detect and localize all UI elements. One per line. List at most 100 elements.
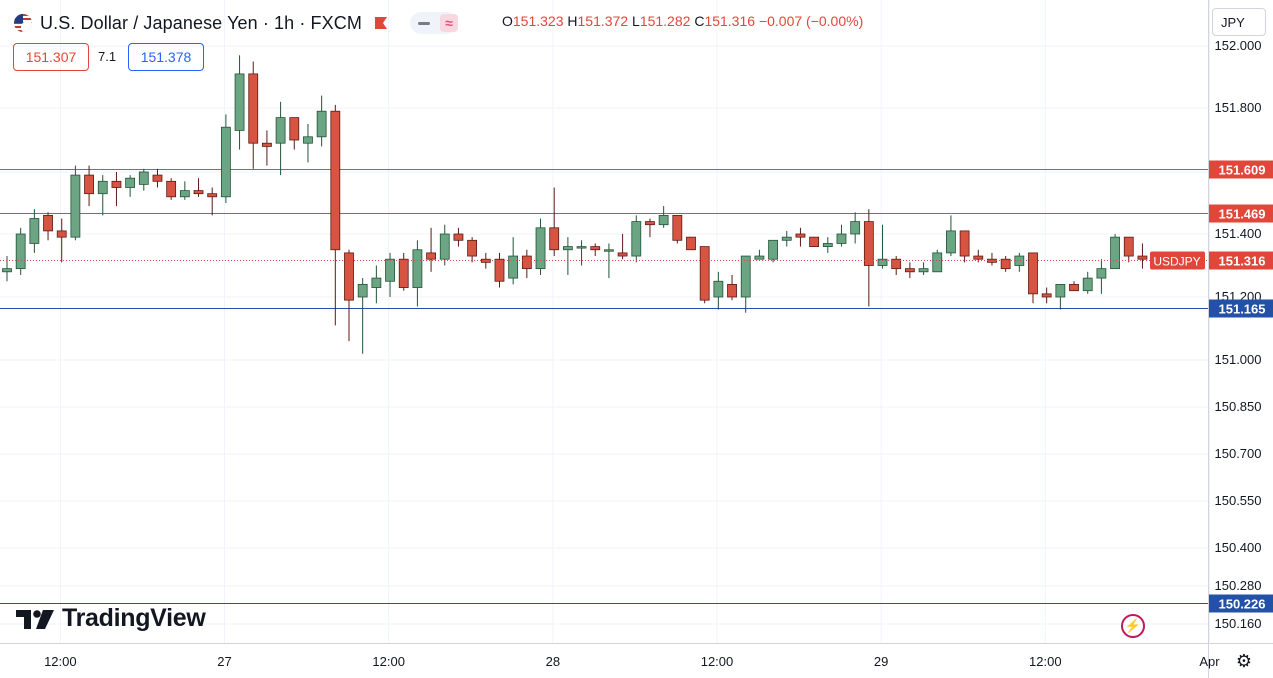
candle-body[interactable] <box>111 180 122 188</box>
candle-body[interactable] <box>207 193 218 198</box>
buy-price-button[interactable]: 151.378 <box>128 43 204 71</box>
candle-body[interactable] <box>576 246 587 249</box>
candle-body[interactable] <box>344 252 354 301</box>
candle-body[interactable] <box>494 258 505 282</box>
candle-body[interactable] <box>727 283 737 298</box>
candle-body[interactable] <box>467 239 478 257</box>
candle-body[interactable] <box>713 280 724 298</box>
candle-body[interactable] <box>1028 252 1038 295</box>
indicator-toggle[interactable]: ≈ <box>409 12 458 34</box>
price-tick-label: 150.700 <box>1215 446 1262 461</box>
candle-body[interactable] <box>686 236 696 251</box>
candle-body[interactable] <box>987 258 997 263</box>
candle-body[interactable] <box>617 252 628 257</box>
candle-body[interactable] <box>29 218 40 244</box>
candle-body[interactable] <box>152 174 163 182</box>
candle-body[interactable] <box>850 221 861 235</box>
candle-body[interactable] <box>70 174 81 238</box>
candle-body[interactable] <box>480 258 491 263</box>
candle-body[interactable] <box>371 277 382 288</box>
candle-body[interactable] <box>904 268 915 273</box>
candle-body[interactable] <box>1096 268 1107 279</box>
symbol-label-box <box>1150 251 1205 270</box>
candle-body[interactable] <box>412 249 423 288</box>
candle-body[interactable] <box>1041 293 1052 298</box>
candle-body[interactable] <box>535 227 546 270</box>
candle-body[interactable] <box>398 258 409 288</box>
candle-body[interactable] <box>781 236 792 241</box>
candle-body[interactable] <box>1069 283 1079 292</box>
candle-body[interactable] <box>836 233 847 244</box>
candle-body[interactable] <box>330 110 341 251</box>
candle-body[interactable] <box>918 268 929 273</box>
candle-body[interactable] <box>453 233 464 241</box>
candle-body[interactable] <box>863 221 874 266</box>
minus-icon[interactable] <box>417 21 430 25</box>
candle-body[interactable] <box>932 252 943 273</box>
candle-body[interactable] <box>768 239 778 260</box>
candle-body[interactable] <box>754 255 765 260</box>
candle-body[interactable] <box>357 283 368 298</box>
symbol-title[interactable]: U.S. Dollar / Japanese Yen · 1h · FXCM <box>40 12 362 33</box>
candle-body[interactable] <box>672 214 683 241</box>
candle-body[interactable] <box>946 230 956 254</box>
candle-body[interactable] <box>959 230 970 257</box>
candle-body[interactable] <box>809 236 820 247</box>
candle-body[interactable] <box>15 233 26 270</box>
currency-selector[interactable]: JPY <box>1212 8 1266 36</box>
candle-body[interactable] <box>1110 236 1120 270</box>
candle-body[interactable] <box>125 177 136 188</box>
candle-body[interactable] <box>56 230 67 238</box>
candle-body[interactable] <box>604 249 614 252</box>
candle-body[interactable] <box>234 73 245 131</box>
candle-body[interactable] <box>631 221 642 257</box>
candle-body[interactable] <box>193 190 204 195</box>
candle-body[interactable] <box>84 174 94 195</box>
candle-body[interactable] <box>973 255 984 260</box>
candle-body[interactable] <box>1000 258 1011 270</box>
flag-marker-icon[interactable] <box>374 16 388 30</box>
candle-body[interactable] <box>2 268 12 273</box>
sell-price-button[interactable]: 151.307 <box>13 43 89 71</box>
candle-body[interactable] <box>822 243 833 247</box>
candle-body[interactable] <box>877 258 888 266</box>
candle-body[interactable] <box>1082 277 1093 292</box>
candle-body[interactable] <box>275 117 286 144</box>
candle-body[interactable] <box>97 180 108 195</box>
candle-body[interactable] <box>248 73 259 144</box>
candle-body[interactable] <box>590 246 601 251</box>
candle-body[interactable] <box>43 214 53 232</box>
candle-body[interactable] <box>699 246 710 301</box>
candle-body[interactable] <box>549 227 560 251</box>
candle-body[interactable] <box>138 171 149 185</box>
wave-icon[interactable]: ≈ <box>439 14 458 32</box>
candle-body[interactable] <box>289 117 300 141</box>
candle-body[interactable] <box>658 214 669 226</box>
candle-body[interactable] <box>220 126 231 198</box>
candle-body[interactable] <box>303 136 313 144</box>
candle-body[interactable] <box>385 258 395 282</box>
candle-body[interactable] <box>645 221 655 226</box>
candle-body[interactable] <box>1123 236 1134 257</box>
candle-body[interactable] <box>521 255 532 270</box>
candle-body[interactable] <box>439 233 450 260</box>
lightning-icon[interactable]: ⚡ <box>1121 614 1145 638</box>
candle-body[interactable] <box>795 233 806 238</box>
high-key: H <box>567 13 578 29</box>
candle-body[interactable] <box>1137 255 1148 260</box>
gear-icon[interactable]: ⚙ <box>1235 651 1253 671</box>
candle-body[interactable] <box>508 255 519 279</box>
candle-body[interactable] <box>166 180 177 198</box>
candle-body[interactable] <box>179 190 190 198</box>
candle-body[interactable] <box>1055 283 1066 298</box>
candle-body[interactable] <box>316 110 327 138</box>
candle-body[interactable] <box>1014 255 1025 266</box>
candle-body[interactable] <box>426 252 436 260</box>
candle-body[interactable] <box>891 258 902 270</box>
candle-body[interactable] <box>262 142 272 147</box>
candle-body[interactable] <box>562 246 573 251</box>
candle-body[interactable] <box>740 255 751 298</box>
tradingview-logo[interactable]: TradingView <box>16 604 206 633</box>
spread-value: 7.1 <box>98 49 117 64</box>
